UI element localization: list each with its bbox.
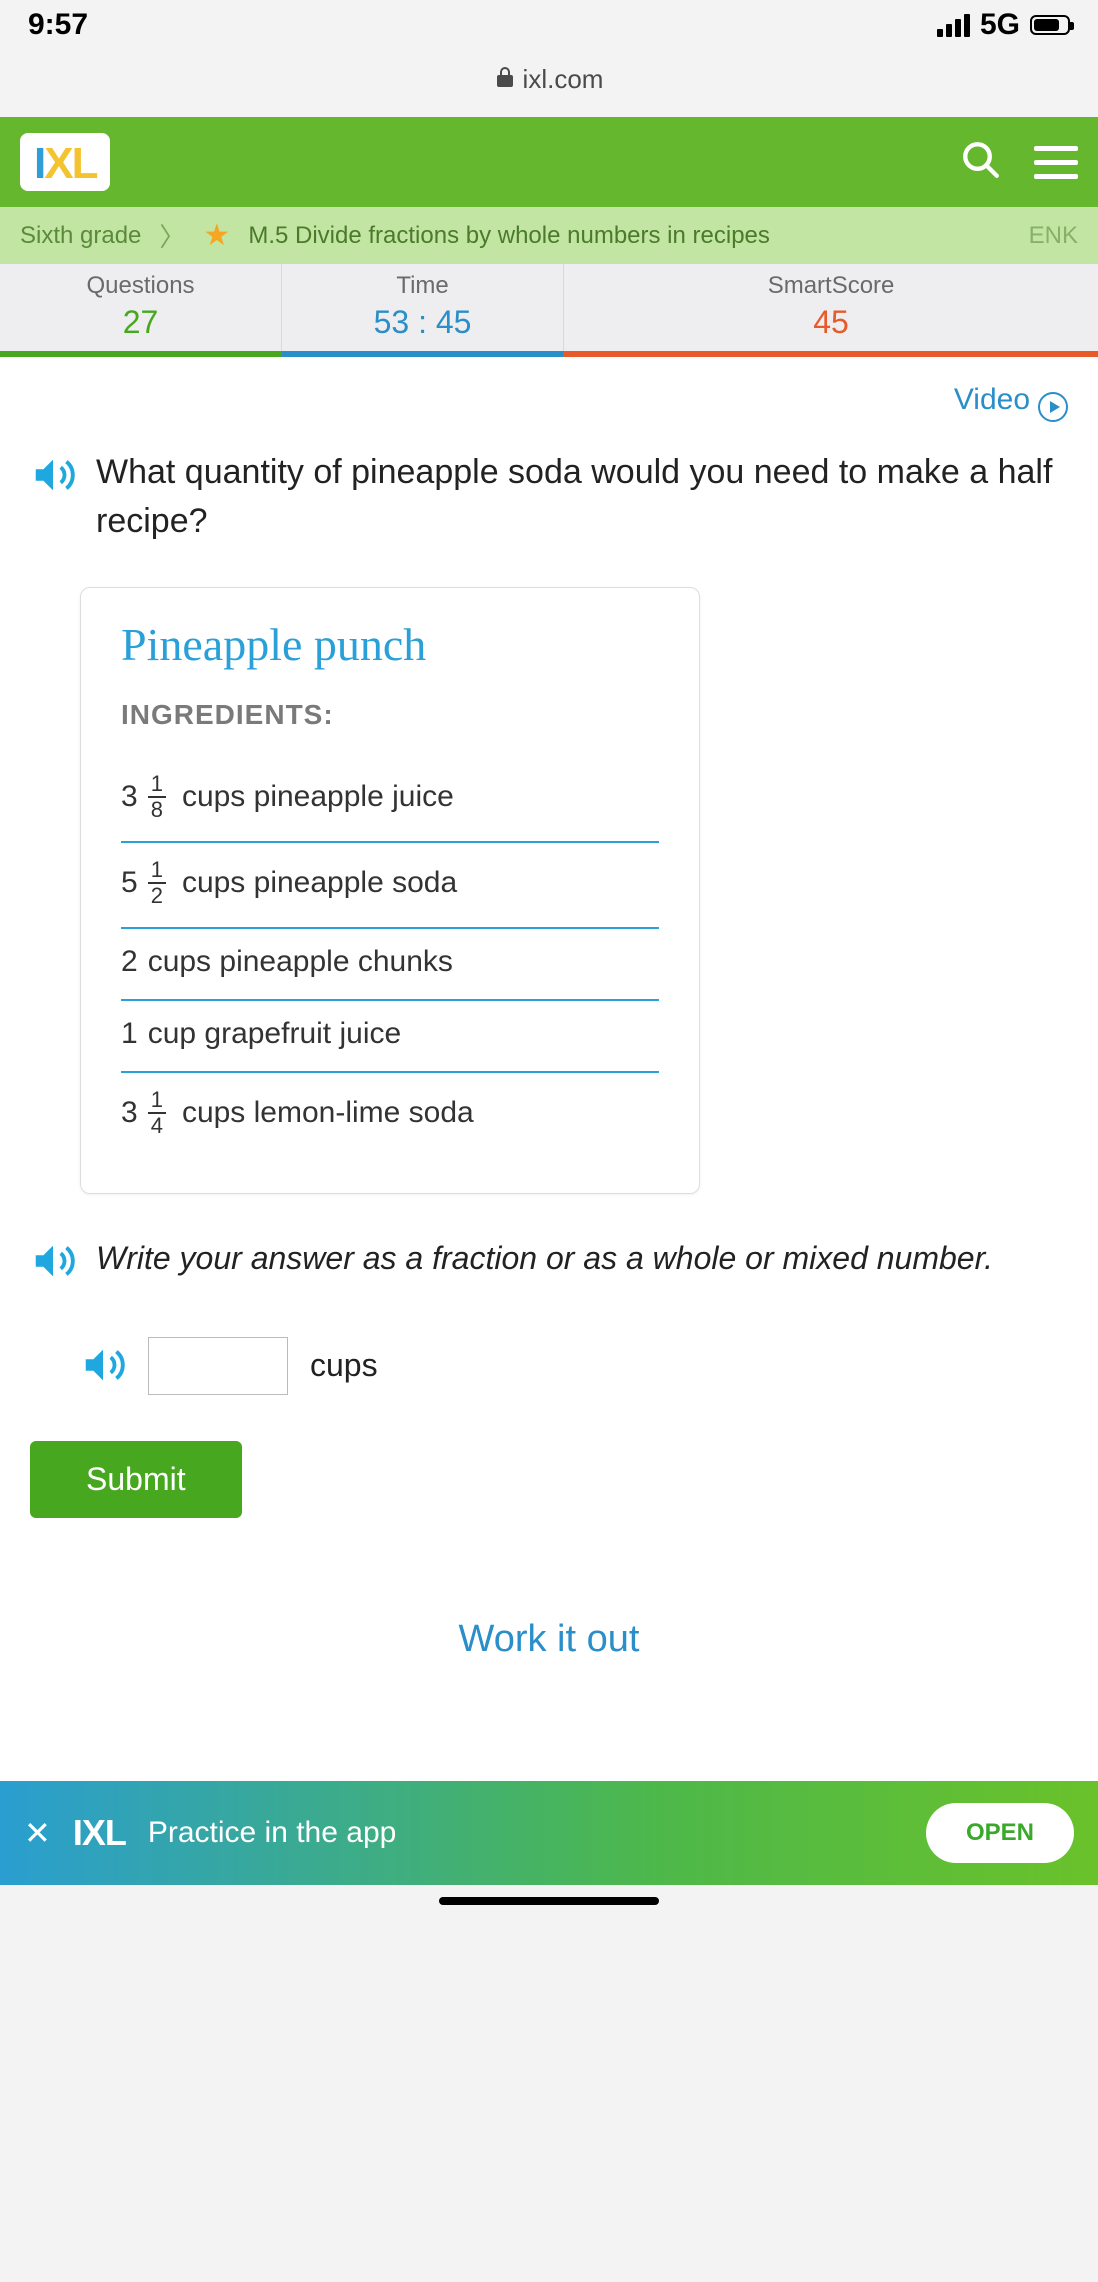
ingredient-row: 314cups lemon-lime soda <box>121 1073 659 1157</box>
video-link[interactable]: Video <box>30 383 1068 422</box>
breadcrumb-skill: M.5 Divide fractions by whole numbers in… <box>248 222 1010 250</box>
open-button[interactable]: OPEN <box>926 1803 1074 1863</box>
menu-icon[interactable] <box>1034 146 1078 179</box>
stats-bar: Questions 27 Time 53 : 45 SmartScore 45 <box>0 264 1098 351</box>
app-banner: ✕ IXL Practice in the app OPEN <box>0 1781 1098 1885</box>
star-icon: ★ <box>203 218 230 253</box>
ingredients-heading: INGREDIENTS: <box>121 699 659 731</box>
network-label: 5G <box>980 8 1020 42</box>
url-text: ixl.com <box>523 64 604 94</box>
speaker-icon[interactable] <box>30 452 76 512</box>
banner-text: Practice in the app <box>148 1816 904 1850</box>
ingredient-row: 2cups pineapple chunks <box>121 929 659 1001</box>
stat-questions: Questions 27 <box>0 264 282 351</box>
lock-icon <box>495 64 515 95</box>
chevron-right-icon: 〉 <box>159 217 185 254</box>
ingredient-row: 512cups pineapple soda <box>121 843 659 929</box>
ixl-logo-small: IXL <box>73 1812 126 1854</box>
stat-smartscore: SmartScore 45 <box>564 264 1098 351</box>
play-icon <box>1038 392 1068 422</box>
question-text: What quantity of pineapple soda would yo… <box>96 448 1068 547</box>
search-icon[interactable] <box>960 139 1002 186</box>
app-header: IXL <box>0 117 1098 207</box>
submit-button[interactable]: Submit <box>30 1441 242 1518</box>
question-content: Video What quantity of pineapple soda wo… <box>0 357 1098 1781</box>
clock: 9:57 <box>28 8 88 42</box>
ingredient-row: 1cup grapefruit juice <box>121 1001 659 1073</box>
ixl-logo[interactable]: IXL <box>20 133 110 191</box>
breadcrumb-grade[interactable]: Sixth grade <box>20 222 141 250</box>
url-bar[interactable]: ixl.com <box>0 46 1098 117</box>
status-bar: 9:57 5G <box>0 0 1098 46</box>
signal-icon <box>937 14 970 37</box>
breadcrumb-code: ENK <box>1029 222 1078 250</box>
stat-time: Time 53 : 45 <box>282 264 564 351</box>
answer-unit: cups <box>310 1347 378 1384</box>
recipe-title: Pineapple punch <box>121 618 659 671</box>
work-it-out-link[interactable]: Work it out <box>30 1618 1068 1661</box>
breadcrumb: Sixth grade 〉 ★ M.5 Divide fractions by … <box>0 207 1098 264</box>
speaker-icon[interactable] <box>30 1238 76 1297</box>
battery-icon <box>1030 15 1070 35</box>
answer-hint: Write your answer as a fraction or as a … <box>96 1234 993 1297</box>
home-indicator <box>439 1897 659 1905</box>
speaker-icon[interactable] <box>80 1342 126 1393</box>
close-icon[interactable]: ✕ <box>24 1814 51 1852</box>
answer-row: cups <box>80 1337 1068 1395</box>
recipe-card: Pineapple punch INGREDIENTS: 318cups pin… <box>80 587 700 1194</box>
ingredient-row: 318cups pineapple juice <box>121 757 659 843</box>
answer-input[interactable] <box>148 1337 288 1395</box>
